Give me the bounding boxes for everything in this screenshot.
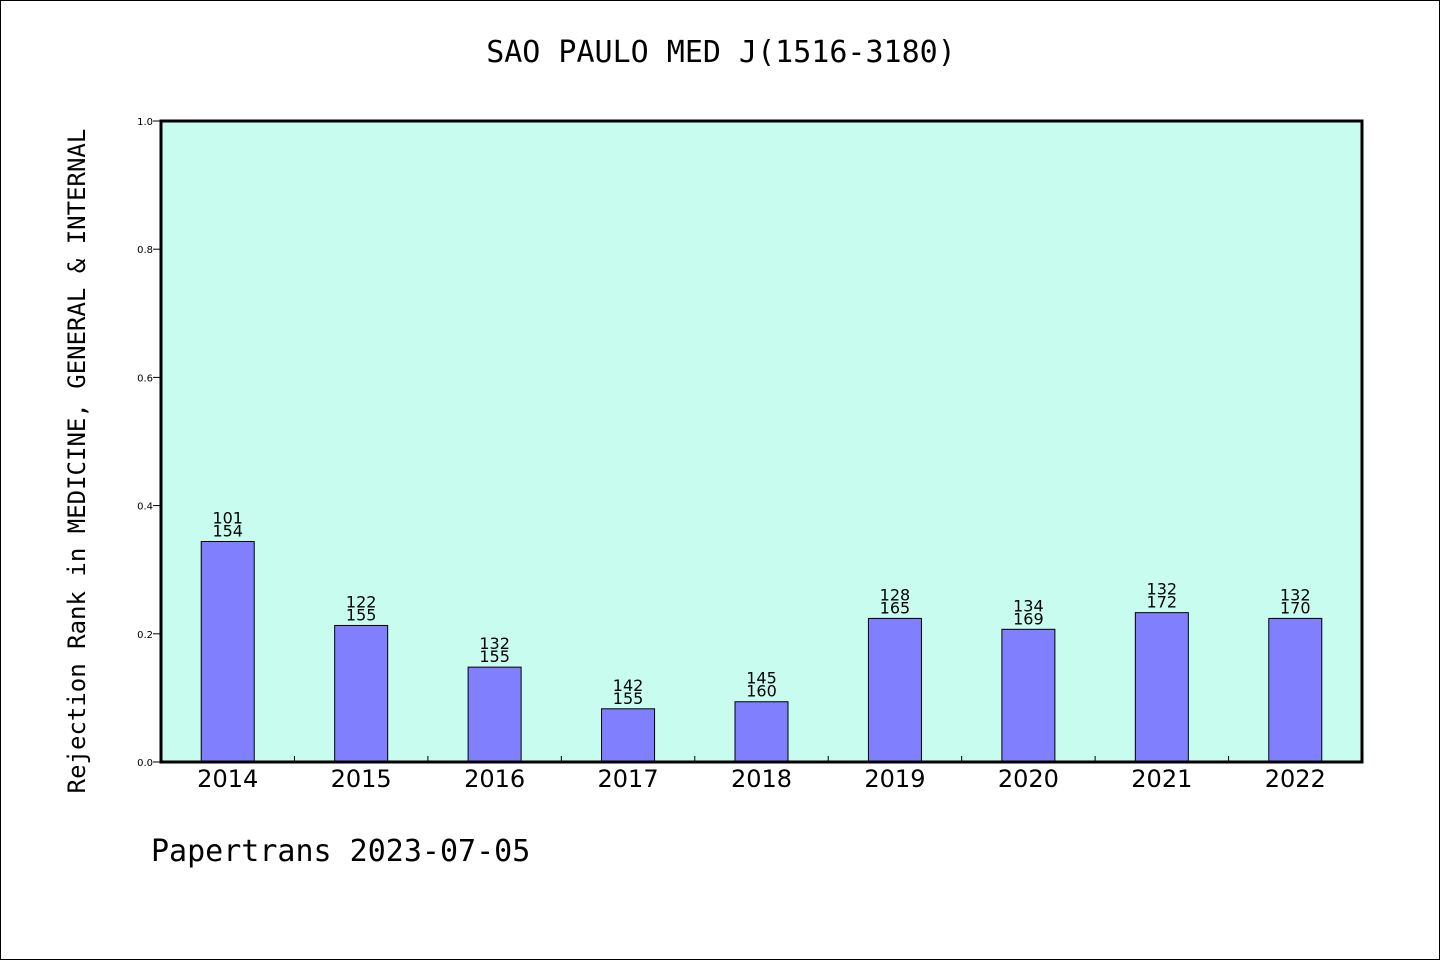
y-tick-label: 0.6	[137, 373, 153, 384]
bar-label-bottom: 172	[1147, 593, 1178, 612]
y-tick-label: 1.0	[137, 117, 153, 128]
x-tick-label: 2017	[598, 765, 659, 793]
bar-label-top: 101	[212, 508, 243, 527]
bar-label-bottom: 165	[880, 598, 911, 617]
footer-credit: Papertrans 2023-07-05	[151, 834, 531, 869]
x-tick-label: 2022	[1265, 765, 1326, 793]
bar-label-bottom: 155	[613, 689, 644, 708]
y-tick-label: 0.4	[137, 502, 153, 513]
axis-layer: 0.0 0.2 0.4 0.6 0.8 1.0 2014 2015 2016 2017 2018 20…	[137, 117, 1326, 793]
bar-label-top: 128	[880, 585, 911, 604]
bar-2014	[200, 540, 255, 763]
chart-title: SAO PAULO MED J(1516-3180)	[486, 35, 956, 70]
x-tick-label: 2021	[1131, 765, 1192, 793]
bar-label-bottom: 170	[1280, 598, 1311, 617]
bar-label-top: 122	[346, 592, 377, 611]
x-tick-label: 2015	[331, 765, 392, 793]
bar-2017	[601, 708, 656, 763]
bar-label-bottom: 155	[479, 647, 510, 666]
bar-2020	[1001, 628, 1056, 763]
x-tick-label: 2016	[464, 765, 525, 793]
bar-2019	[867, 617, 922, 763]
x-tick-label: 2018	[731, 765, 792, 793]
plot-border	[159, 119, 1364, 764]
bars-layer	[200, 540, 1323, 763]
y-tick-label: 0.0	[137, 758, 153, 769]
x-tick-label: 2019	[864, 765, 925, 793]
bar-2018	[734, 701, 789, 763]
bar-label-bottom: 155	[346, 605, 377, 624]
bar-label-bottom: 169	[1013, 609, 1044, 628]
bar-label-top: 132	[479, 634, 510, 653]
bar-2022	[1268, 617, 1323, 763]
bar-label-bottom: 154	[212, 521, 243, 540]
x-tick-label: 2014	[197, 765, 258, 793]
bar-label-bottom: 160	[746, 682, 777, 701]
y-tick-label: 0.2	[137, 630, 153, 641]
bar-2015	[334, 624, 389, 763]
bar-label-top: 145	[746, 669, 777, 688]
bar-2016	[467, 666, 522, 763]
bar-label-top: 132	[1147, 580, 1178, 599]
bar-label-top: 134	[1013, 596, 1044, 615]
y-tick-label: 0.8	[137, 245, 153, 256]
bar-label-top: 132	[1280, 585, 1311, 604]
bar-label-top: 142	[613, 676, 644, 695]
bar-2021	[1134, 612, 1189, 763]
x-tick-label: 2020	[998, 765, 1059, 793]
